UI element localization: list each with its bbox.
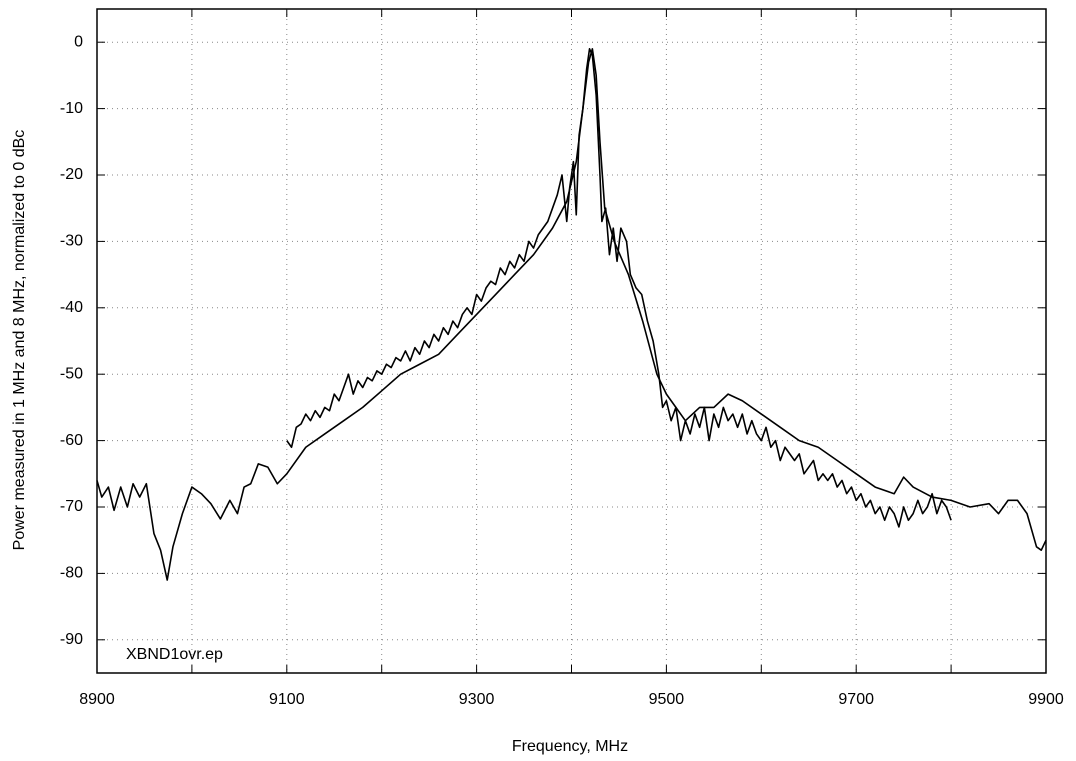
y-tick-label: -50 <box>60 365 83 382</box>
x-tick-label: 9900 <box>1028 691 1064 708</box>
annotation: XBND1ovr.ep <box>126 646 223 663</box>
x-tick-label: 9500 <box>649 691 685 708</box>
x-tick-label: 9300 <box>459 691 495 708</box>
x-tick-label: 9700 <box>838 691 874 708</box>
series-line <box>96 48 1047 581</box>
y-tick-label: -70 <box>60 498 83 515</box>
x-tick-label: 9100 <box>269 691 305 708</box>
y-tick-label: -30 <box>60 233 83 250</box>
plot-frame <box>96 8 1047 674</box>
y-tick-label: 0 <box>74 33 83 50</box>
y-tick-label: -40 <box>60 299 83 316</box>
y-tick-label: -90 <box>60 631 83 648</box>
y-tick-label: -80 <box>60 565 83 582</box>
y-tick-label: -60 <box>60 432 83 449</box>
x-tick-label: 8900 <box>79 691 115 708</box>
series-line <box>286 48 952 528</box>
x-axis-label: Frequency, MHz <box>512 738 628 755</box>
y-tick-label: -20 <box>60 166 83 183</box>
y-tick-label: -10 <box>60 100 83 117</box>
y-axis-label: Power measured in 1 MHz and 8 MHz, norma… <box>11 130 28 551</box>
